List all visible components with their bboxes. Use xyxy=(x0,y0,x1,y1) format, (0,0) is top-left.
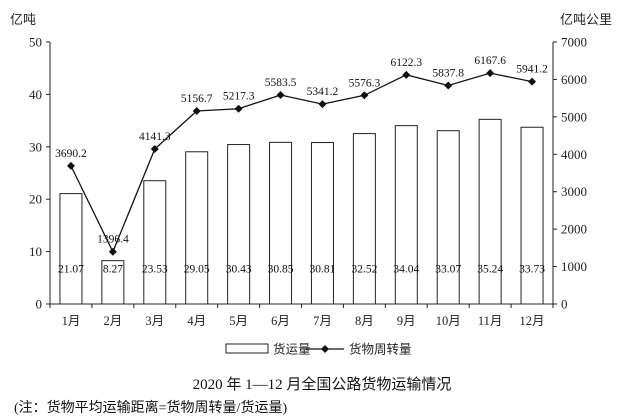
legend: 货运量 货物周转量 xyxy=(225,342,412,357)
line-value-label: 6122.3 xyxy=(390,57,422,69)
right-tick-label: 6000 xyxy=(561,72,587,87)
right-tick-label: 5000 xyxy=(561,109,587,124)
left-axis-unit: 亿吨 xyxy=(10,12,36,27)
bar-value-label: 34.04 xyxy=(393,264,419,276)
bar xyxy=(436,130,460,305)
right-tick-label: 7000 xyxy=(561,35,587,50)
line-value-label: 5837.8 xyxy=(432,67,464,79)
line-point-marker xyxy=(192,106,201,115)
legend-bar-swatch xyxy=(225,343,269,354)
x-tick-label: 2月 xyxy=(103,314,122,328)
x-tick-label: 7月 xyxy=(313,314,332,328)
x-tick-label: 5月 xyxy=(229,314,248,328)
line-value-label: 1396.4 xyxy=(97,234,129,246)
legend-bar-label: 货运量 xyxy=(273,342,311,357)
line-point-marker xyxy=(108,247,117,256)
line-group xyxy=(66,69,537,256)
bar-value-label: 35.24 xyxy=(477,264,503,276)
bar xyxy=(185,151,209,305)
bars-group xyxy=(59,118,544,305)
line-point-marker xyxy=(150,144,159,153)
legend-line-label: 货物周转量 xyxy=(349,342,412,357)
bar-value-label: 33.07 xyxy=(435,264,461,276)
right-tick-label: 3000 xyxy=(561,184,587,199)
bar xyxy=(352,133,376,305)
right-tick-label: 0 xyxy=(561,297,568,312)
line-point-marker xyxy=(276,91,285,100)
line-point-marker xyxy=(234,104,243,113)
left-tick-label: 50 xyxy=(29,35,42,50)
left-tick-label: 30 xyxy=(29,139,42,154)
line-point-marker xyxy=(66,161,75,170)
bar-value-label: 32.52 xyxy=(351,264,377,276)
bar xyxy=(310,142,334,305)
x-tick-label: 6月 xyxy=(271,314,290,328)
bar xyxy=(269,141,293,305)
left-tick-label: 10 xyxy=(29,244,42,259)
x-tick-label: 12月 xyxy=(520,314,545,328)
bar-value-label: 8.27 xyxy=(103,264,123,276)
labels-group: 21.07 8.27 23.53 29.05 30.43 30.85 30.81 32.52 3… xyxy=(55,55,548,275)
line-point-marker xyxy=(528,77,537,86)
bar-value-label: 29.05 xyxy=(184,264,210,276)
left-tick-label: 0 xyxy=(36,297,43,312)
x-tick-label: 10月 xyxy=(436,314,461,328)
bar xyxy=(394,125,418,305)
line-point-marker xyxy=(444,81,453,90)
right-tick-label: 2000 xyxy=(561,222,587,237)
x-tick-label: 11月 xyxy=(478,314,503,328)
x-tick-label: 1月 xyxy=(62,314,81,328)
line-value-label: 5583.5 xyxy=(265,77,297,89)
line-value-label: 6167.6 xyxy=(474,55,506,67)
line-value-label: 5576.3 xyxy=(349,77,381,89)
x-tick-label: 8月 xyxy=(355,314,374,328)
line-value-label: 5217.3 xyxy=(223,91,255,103)
bar-value-label: 21.07 xyxy=(58,264,84,276)
line-point-marker xyxy=(402,70,411,79)
axes-group: 0 10 20 30 40 50 0 1000 2000 3000 4000 5000 6000 7000… xyxy=(29,35,587,329)
right-tick-label: 1000 xyxy=(561,259,587,274)
x-tick-label: 4月 xyxy=(187,314,206,328)
bar-value-label: 30.43 xyxy=(226,264,252,276)
left-tick-label: 20 xyxy=(29,192,42,207)
line-value-label: 5341.2 xyxy=(307,86,339,98)
bar xyxy=(478,118,502,305)
line-value-label: 5156.7 xyxy=(181,93,213,105)
right-tick-label: 4000 xyxy=(561,147,587,162)
bar xyxy=(227,144,251,305)
legend-line-marker xyxy=(321,345,329,353)
bar-value-label: 30.81 xyxy=(310,264,336,276)
line-value-label: 5941.2 xyxy=(516,64,548,76)
left-tick-label: 40 xyxy=(29,87,42,102)
line-point-marker xyxy=(486,69,495,78)
bar xyxy=(143,180,167,305)
bar-value-label: 23.53 xyxy=(142,264,168,276)
x-tick-label: 3月 xyxy=(145,314,164,328)
line-series xyxy=(70,72,533,254)
chart-note: (注：货物平均运输距离=货物周转量/货运量) xyxy=(14,399,287,416)
line-value-label: 4141.3 xyxy=(139,131,171,143)
line-value-label: 3690.2 xyxy=(55,148,87,160)
bar xyxy=(520,126,544,305)
x-tick-label: 9月 xyxy=(397,314,416,328)
bar-value-label: 33.73 xyxy=(519,264,545,276)
bar-value-label: 30.85 xyxy=(268,264,294,276)
chart-title: 2020 年 1—12 月全国公路货物运输情况 xyxy=(193,375,452,393)
right-axis-unit: 亿吨公里 xyxy=(560,12,612,27)
line-point-marker xyxy=(318,100,327,109)
bar xyxy=(59,193,83,305)
bar xyxy=(101,260,125,305)
line-point-marker xyxy=(360,91,369,100)
